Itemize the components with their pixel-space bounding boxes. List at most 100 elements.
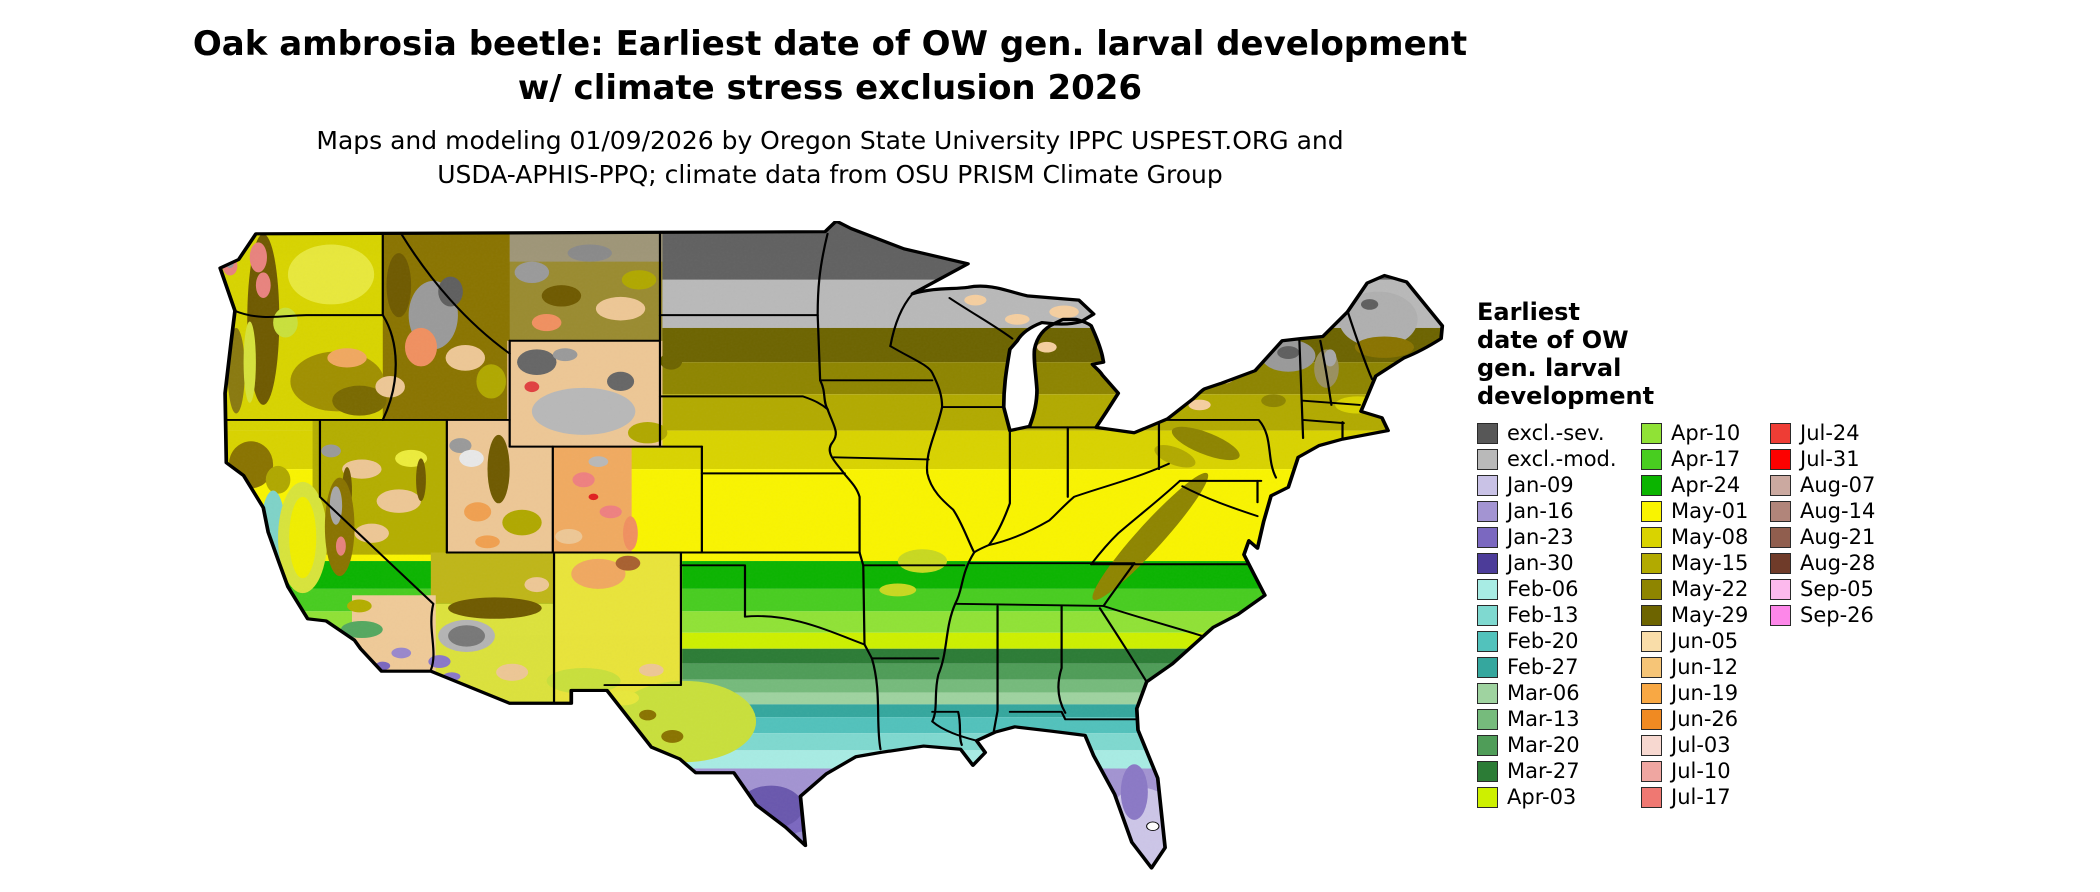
legend-swatch [1641, 422, 1662, 444]
legend-swatch [1641, 708, 1662, 730]
legend-label: Jul-31 [1800, 447, 1860, 471]
page-title: Oak ambrosia beetle: Earliest date of OW… [130, 22, 1530, 110]
legend-entry: Jan-16 [1477, 498, 1617, 524]
legend-entry: Mar-06 [1477, 680, 1617, 706]
legend-swatch [1770, 578, 1791, 600]
legend-swatch [1477, 500, 1498, 522]
map-us-outline [218, 221, 1445, 870]
legend-label: May-22 [1671, 577, 1749, 601]
legend-swatch [1641, 552, 1662, 574]
legend-label: Aug-28 [1800, 551, 1876, 575]
legend-label: Mar-06 [1507, 681, 1580, 705]
legend-entry: Jan-09 [1477, 472, 1617, 498]
legend-label: Jun-12 [1671, 655, 1739, 679]
legend-label: Jan-09 [1507, 473, 1574, 497]
header: Oak ambrosia beetle: Earliest date of OW… [130, 22, 1530, 192]
legend-entry: Sep-05 [1770, 576, 1875, 602]
legend-entry: Mar-27 [1477, 758, 1617, 784]
legend-entry: Jul-24 [1770, 420, 1875, 446]
legend-swatch [1477, 526, 1498, 548]
legend-swatch [1477, 422, 1498, 444]
legend-label: Mar-13 [1507, 707, 1580, 731]
legend-entry: Feb-06 [1477, 576, 1617, 602]
legend-entry: excl.-mod. [1477, 446, 1617, 472]
legend-entry: May-29 [1641, 602, 1748, 628]
legend-swatch [1477, 474, 1498, 496]
legend-swatch [1477, 760, 1498, 782]
legend-entry: May-22 [1641, 576, 1748, 602]
legend-swatch [1641, 578, 1662, 600]
legend-label: Jun-05 [1671, 629, 1739, 653]
legend-entry: excl.-sev. [1477, 420, 1617, 446]
legend-swatch [1641, 448, 1662, 470]
legend-swatch [1770, 604, 1791, 626]
legend-swatch [1641, 786, 1662, 808]
legend-swatch [1477, 682, 1498, 704]
page-title-line2: w/ climate stress exclusion 2026 [517, 68, 1143, 108]
legend-entry: Apr-24 [1641, 472, 1748, 498]
us-map [214, 221, 1446, 884]
legend-swatch [1770, 526, 1791, 548]
legend-swatch [1477, 630, 1498, 652]
legend-swatch [1641, 760, 1662, 782]
legend-entry: Mar-13 [1477, 706, 1617, 732]
legend-label: May-08 [1671, 525, 1749, 549]
legend-swatch [1770, 552, 1791, 574]
legend-swatch [1641, 474, 1662, 496]
legend-entry: May-15 [1641, 550, 1748, 576]
legend-label: Jul-03 [1671, 733, 1731, 757]
map-state-borders [223, 232, 1374, 751]
legend-entry: Feb-20 [1477, 628, 1617, 654]
legend-column-2: Apr-10 Apr-17 Apr-24 May-01 May-08 May-15 May-… [1641, 420, 1748, 810]
legend-entry: Jun-12 [1641, 654, 1748, 680]
page-subtitle-line1: Maps and modeling 01/09/2026 by Oregon S… [316, 126, 1344, 155]
legend-swatch [1641, 734, 1662, 756]
legend-swatch [1477, 656, 1498, 678]
legend-entry: Apr-17 [1641, 446, 1748, 472]
legend-entry: Sep-26 [1770, 602, 1875, 628]
legend-swatch [1641, 604, 1662, 626]
legend-entry: Jul-17 [1641, 784, 1748, 810]
legend-label: Aug-07 [1800, 473, 1876, 497]
legend-swatch [1477, 604, 1498, 626]
legend-entry: Feb-13 [1477, 602, 1617, 628]
legend-swatch [1641, 682, 1662, 704]
legend-entry: Apr-10 [1641, 420, 1748, 446]
legend-entry: May-08 [1641, 524, 1748, 550]
legend-swatch [1770, 422, 1791, 444]
legend-label: Apr-03 [1507, 785, 1577, 809]
legend-label: Jan-23 [1507, 525, 1574, 549]
legend-swatch [1641, 500, 1662, 522]
legend-label: Mar-27 [1507, 759, 1580, 783]
legend-label: Jul-10 [1671, 759, 1731, 783]
legend-entry: Jul-31 [1770, 446, 1875, 472]
legend-entry: Jun-05 [1641, 628, 1748, 654]
legend-label: Feb-27 [1507, 655, 1579, 679]
legend-label: Sep-26 [1800, 603, 1874, 627]
legend-label: Aug-21 [1800, 525, 1876, 549]
legend-entry: Jan-30 [1477, 550, 1617, 576]
legend-label: Jan-16 [1507, 499, 1574, 523]
legend-swatch [1477, 578, 1498, 600]
legend-entry: Jun-26 [1641, 706, 1748, 732]
legend-label: Aug-14 [1800, 499, 1876, 523]
legend-swatch [1477, 734, 1498, 756]
legend-column-1: excl.-sev. excl.-mod. Jan-09 Jan-16 Jan-23 Ja… [1477, 420, 1617, 810]
legend-swatch [1770, 474, 1791, 496]
page-subtitle: Maps and modeling 01/09/2026 by Oregon S… [130, 124, 1530, 192]
legend-label: Feb-06 [1507, 577, 1579, 601]
page-subtitle-line2: USDA-APHIS-PPQ; climate data from OSU PR… [437, 160, 1223, 189]
legend-label: excl.-sev. [1507, 421, 1605, 445]
legend-label: May-01 [1671, 499, 1749, 523]
legend-label: Jan-30 [1507, 551, 1574, 575]
legend-entry: Jul-03 [1641, 732, 1748, 758]
legend-label: excl.-mod. [1507, 447, 1617, 471]
legend-swatch [1477, 552, 1498, 574]
legend-entry: Jul-10 [1641, 758, 1748, 784]
legend-entry: Aug-14 [1770, 498, 1875, 524]
legend-label: Jul-24 [1800, 421, 1860, 445]
legend-label: Apr-10 [1671, 421, 1741, 445]
legend-label: Apr-17 [1671, 447, 1741, 471]
legend-swatch [1641, 656, 1662, 678]
